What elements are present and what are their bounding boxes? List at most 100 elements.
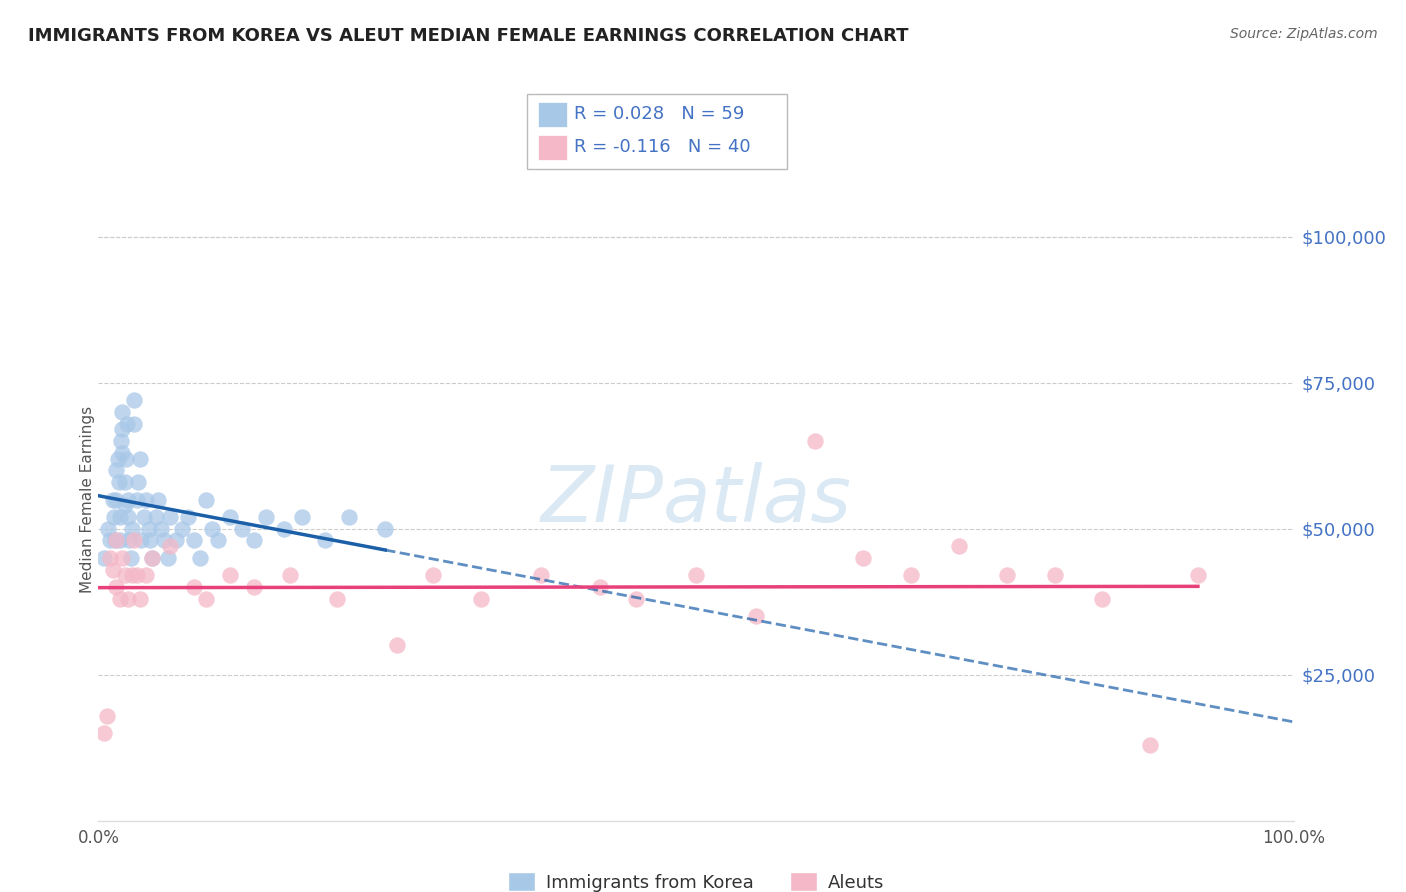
Point [141, 550, 163, 565]
Point [104, 533, 127, 548]
Point [111, 446, 134, 460]
Point [98, 550, 122, 565]
Point [156, 550, 179, 565]
Point [183, 580, 205, 594]
Point [138, 522, 160, 536]
Point [243, 533, 266, 548]
Point [219, 510, 242, 524]
Point [135, 568, 157, 582]
Point [1091, 591, 1114, 606]
Point [108, 591, 131, 606]
Text: Source: ZipAtlas.com: Source: ZipAtlas.com [1230, 27, 1378, 41]
Point [165, 533, 187, 548]
Text: ZIPatlas: ZIPatlas [540, 461, 852, 538]
Point [93, 550, 115, 565]
Point [529, 568, 551, 582]
Point [290, 510, 312, 524]
Point [243, 580, 266, 594]
Point [93, 726, 115, 740]
Text: IMMIGRANTS FROM KOREA VS ALEUT MEDIAN FEMALE EARNINGS CORRELATION CHART: IMMIGRANTS FROM KOREA VS ALEUT MEDIAN FE… [28, 27, 908, 45]
Point [948, 539, 970, 553]
Point [139, 533, 162, 548]
Point [125, 492, 148, 507]
Text: R = 0.028   N = 59: R = 0.028 N = 59 [574, 105, 744, 123]
Point [117, 591, 139, 606]
Point [118, 533, 141, 548]
Point [1187, 568, 1209, 582]
Point [326, 591, 349, 606]
Point [159, 510, 181, 524]
Point [1043, 568, 1066, 582]
Point [105, 492, 128, 507]
Point [101, 492, 124, 507]
Point [114, 568, 136, 582]
Point [107, 451, 129, 466]
Point [145, 510, 167, 524]
Point [422, 568, 444, 582]
Point [129, 591, 152, 606]
Point [589, 580, 612, 594]
Point [117, 510, 139, 524]
Point [278, 568, 301, 582]
Point [231, 522, 253, 536]
Point [124, 533, 146, 548]
Point [183, 533, 205, 548]
Point [105, 580, 128, 594]
Point [129, 451, 152, 466]
Point [141, 550, 163, 565]
Point [125, 568, 148, 582]
Point [685, 568, 707, 582]
Point [315, 533, 337, 548]
Point [105, 463, 128, 477]
Point [159, 539, 181, 553]
Point [194, 591, 217, 606]
Point [172, 522, 194, 536]
Point [115, 451, 138, 466]
Point [111, 550, 134, 565]
Point [624, 591, 647, 606]
Point [114, 499, 136, 513]
Point [149, 522, 172, 536]
Point [254, 510, 277, 524]
Point [745, 609, 768, 624]
Point [101, 563, 124, 577]
Point [188, 550, 211, 565]
Point [124, 417, 146, 431]
Point [107, 475, 129, 489]
Text: R = -0.116   N = 40: R = -0.116 N = 40 [574, 138, 751, 156]
Point [124, 393, 146, 408]
Point [995, 568, 1018, 582]
Point [201, 522, 224, 536]
Point [108, 510, 131, 524]
Point [148, 492, 170, 507]
Y-axis label: Median Female Earnings: Median Female Earnings [80, 406, 94, 593]
Point [108, 533, 131, 548]
Point [115, 417, 138, 431]
Point [207, 533, 229, 548]
Point [114, 475, 136, 489]
Point [1139, 738, 1161, 752]
Point [105, 533, 128, 548]
Legend: Immigrants from Korea, Aleuts: Immigrants from Korea, Aleuts [501, 865, 891, 892]
Point [98, 533, 122, 548]
Point [804, 434, 827, 449]
Point [111, 422, 134, 436]
Point [96, 708, 118, 723]
Point [374, 522, 396, 536]
Point [97, 522, 120, 536]
Point [117, 492, 139, 507]
Point [470, 591, 492, 606]
Point [131, 533, 153, 548]
Point [194, 492, 217, 507]
Point [127, 475, 149, 489]
Point [111, 405, 134, 419]
Point [273, 522, 295, 536]
Point [219, 568, 242, 582]
Point [132, 510, 155, 524]
Point [852, 550, 875, 565]
Point [177, 510, 200, 524]
Point [120, 550, 142, 565]
Point [135, 492, 157, 507]
Point [121, 568, 143, 582]
Point [385, 639, 409, 653]
